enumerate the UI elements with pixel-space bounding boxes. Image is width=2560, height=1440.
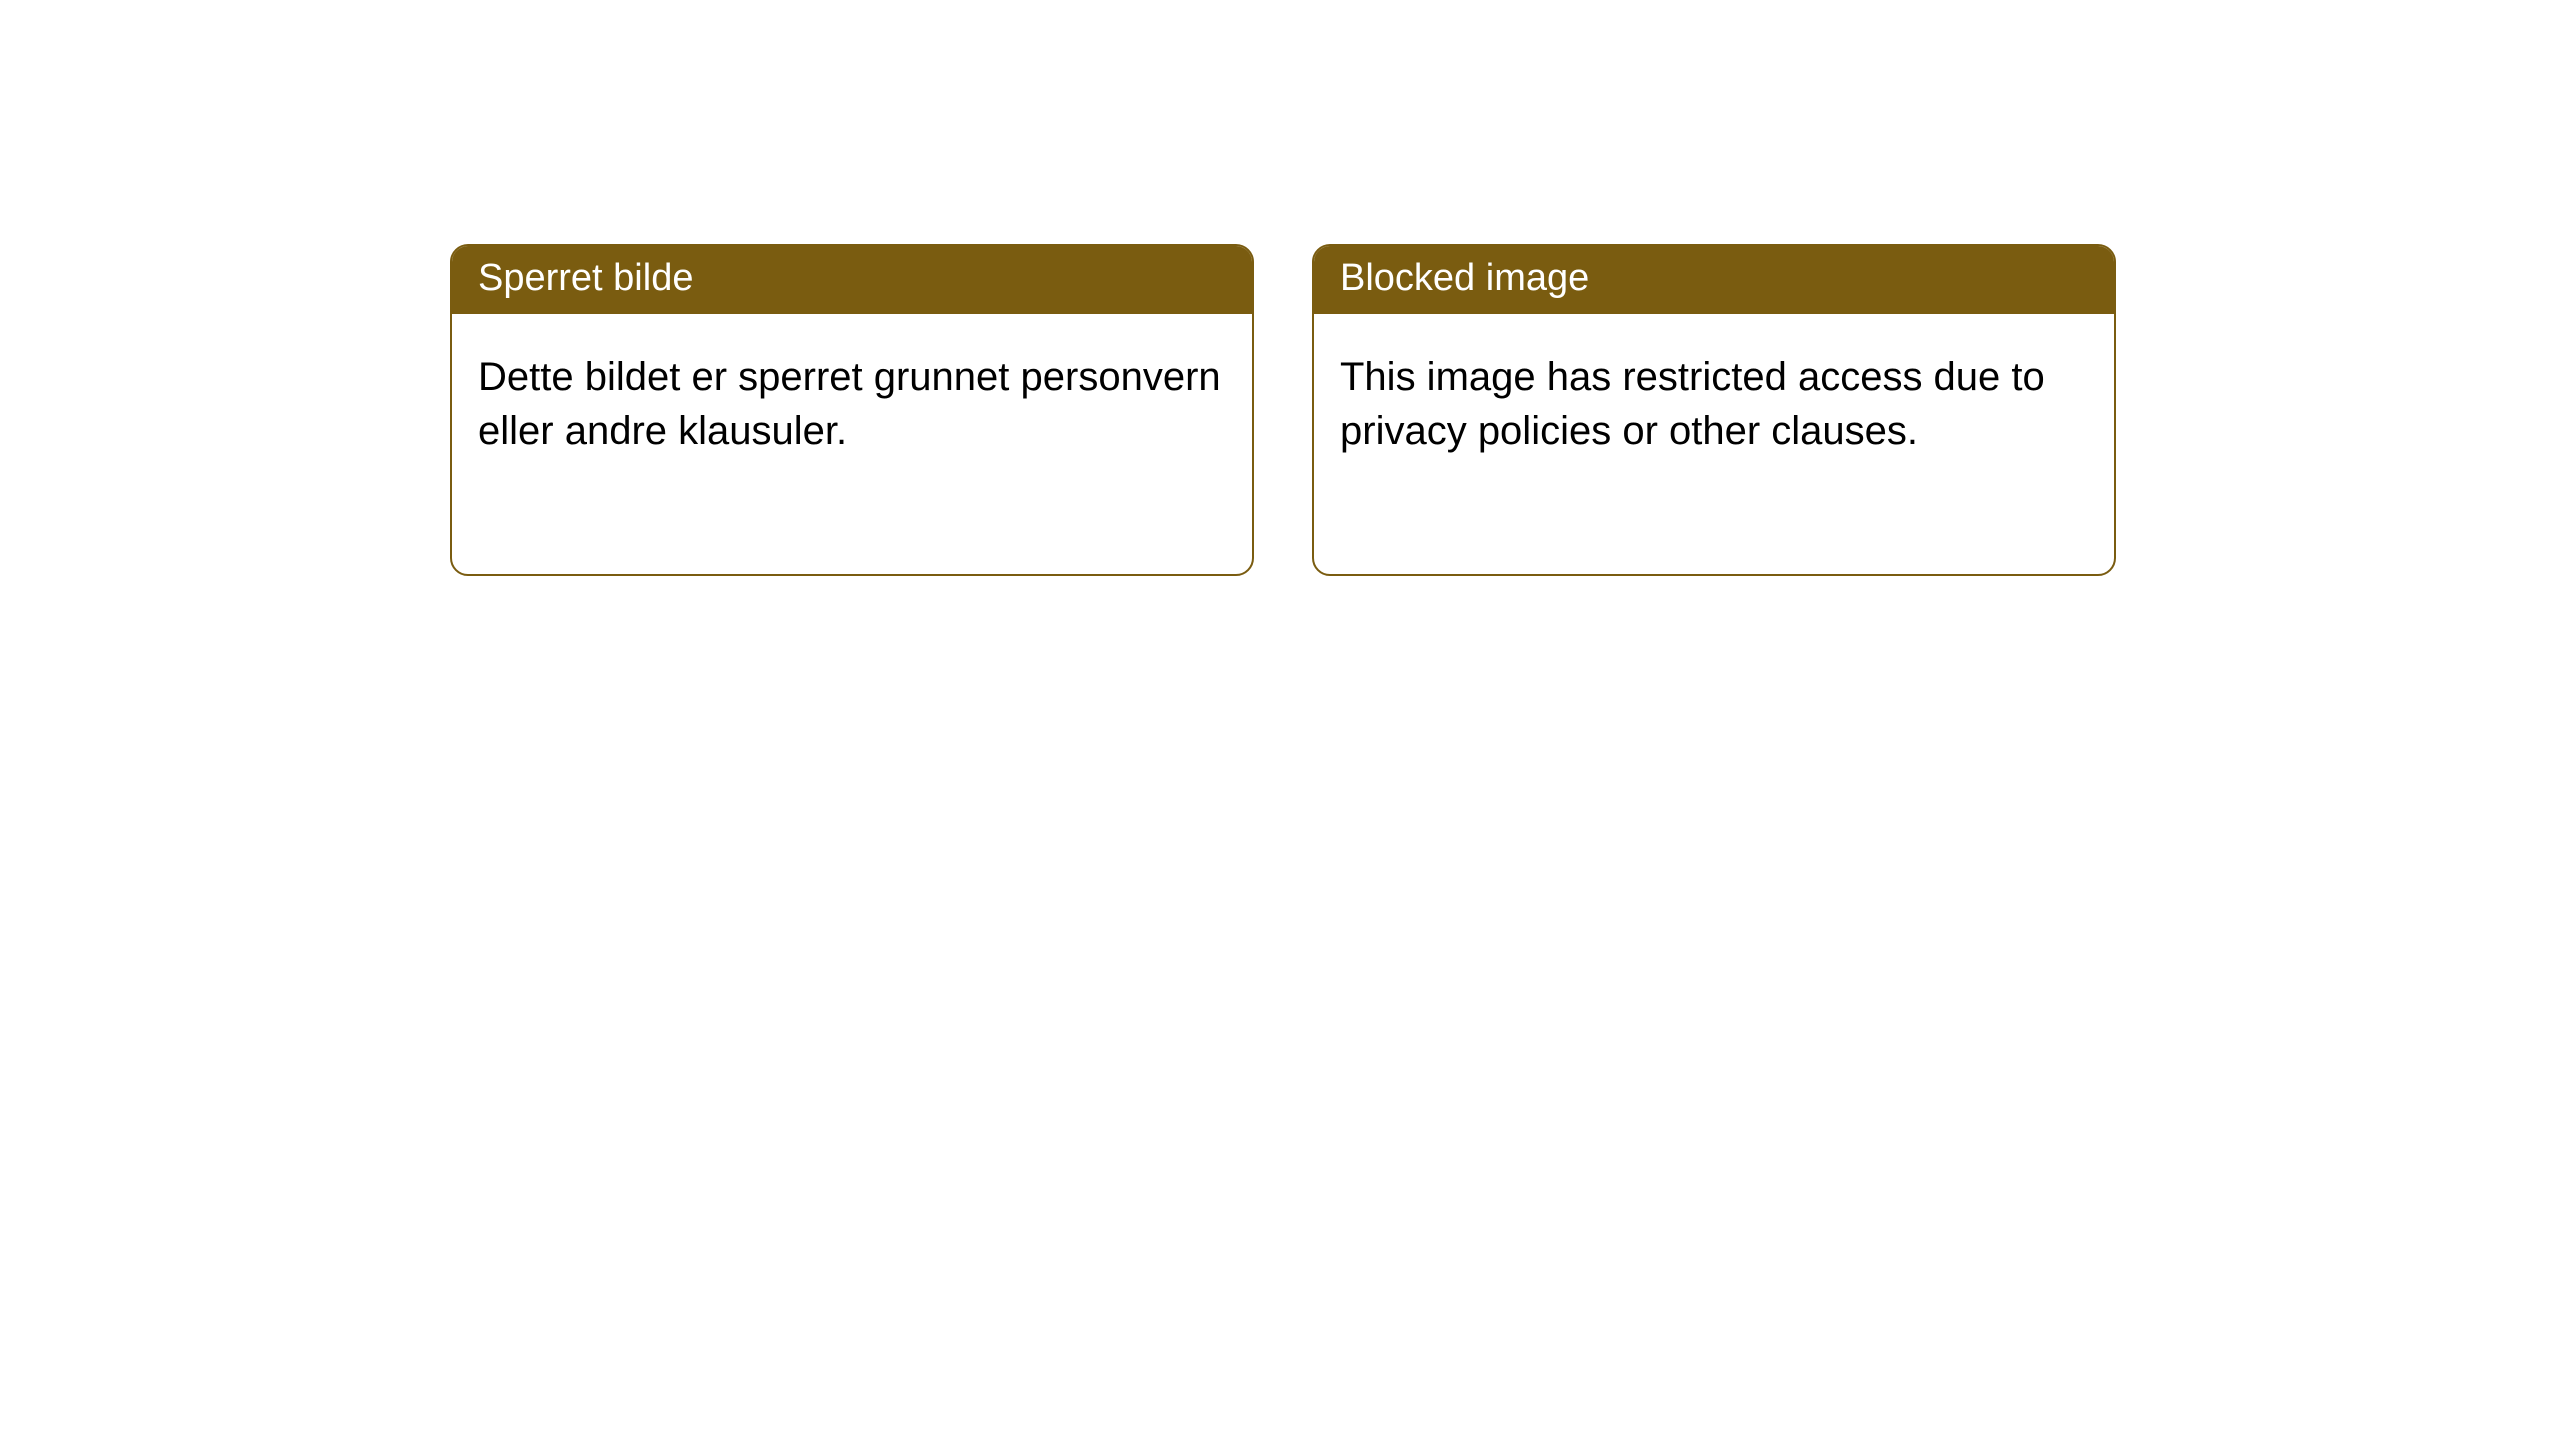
- card-title-en: Blocked image: [1340, 257, 1589, 299]
- card-header-no: Sperret bilde: [452, 246, 1252, 314]
- card-message-en: This image has restricted access due to …: [1340, 355, 2045, 453]
- card-message-no: Dette bildet er sperret grunnet personve…: [478, 355, 1221, 453]
- notice-cards-container: Sperret bilde Dette bildet er sperret gr…: [450, 244, 2116, 576]
- card-body-no: Dette bildet er sperret grunnet personve…: [452, 314, 1252, 484]
- blocked-image-card-en: Blocked image This image has restricted …: [1312, 244, 2116, 576]
- card-header-en: Blocked image: [1314, 246, 2114, 314]
- card-title-no: Sperret bilde: [478, 257, 693, 299]
- card-body-en: This image has restricted access due to …: [1314, 314, 2114, 484]
- blocked-image-card-no: Sperret bilde Dette bildet er sperret gr…: [450, 244, 1254, 576]
